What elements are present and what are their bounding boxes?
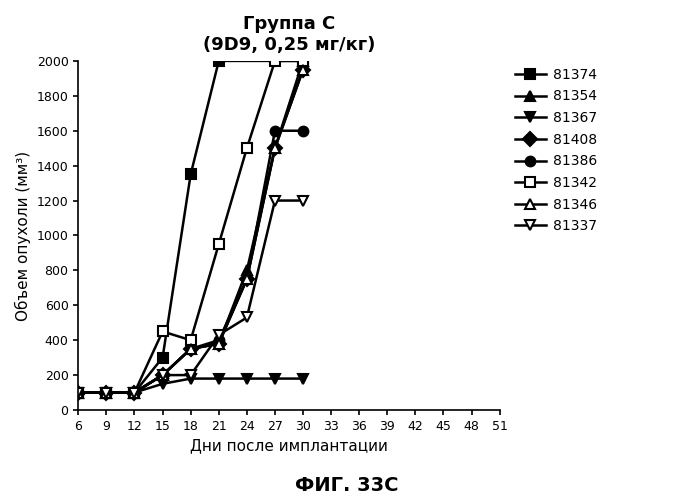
81367 — [102, 390, 110, 396]
81408 — [299, 66, 307, 72]
81346 — [243, 276, 251, 282]
81386 — [271, 128, 279, 134]
81367 — [187, 376, 195, 382]
Line: 81342: 81342 — [74, 56, 308, 398]
81337 — [130, 390, 139, 396]
81342 — [299, 58, 307, 64]
81408 — [187, 346, 195, 352]
81354 — [102, 390, 110, 396]
81342 — [271, 58, 279, 64]
81374 — [102, 390, 110, 396]
Line: 81386: 81386 — [74, 126, 308, 398]
Line: 81346: 81346 — [74, 65, 308, 398]
81367 — [74, 390, 83, 396]
81374 — [74, 390, 83, 396]
Line: 81367: 81367 — [74, 374, 308, 398]
81337 — [243, 314, 251, 320]
Text: ФИГ. 33С: ФИГ. 33С — [295, 476, 399, 495]
81342 — [243, 145, 251, 151]
81337 — [299, 198, 307, 203]
81342 — [187, 337, 195, 343]
81386 — [214, 337, 223, 343]
81342 — [102, 390, 110, 396]
Line: 81354: 81354 — [74, 56, 308, 398]
81374 — [299, 58, 307, 64]
81367 — [243, 376, 251, 382]
81367 — [271, 376, 279, 382]
81386 — [130, 390, 139, 396]
Y-axis label: Объем опухоли (мм³): Объем опухоли (мм³) — [15, 150, 31, 320]
81346 — [271, 145, 279, 151]
81354 — [187, 346, 195, 352]
81346 — [158, 372, 167, 378]
81342 — [214, 241, 223, 247]
81374 — [214, 58, 223, 64]
Line: 81374: 81374 — [74, 56, 308, 398]
81386 — [243, 276, 251, 282]
X-axis label: Дни после имплантации: Дни после имплантации — [190, 438, 388, 454]
81374 — [187, 172, 195, 177]
81367 — [214, 376, 223, 382]
81408 — [130, 390, 139, 396]
Title: Группа С
(9D9, 0,25 мг/кг): Группа С (9D9, 0,25 мг/кг) — [203, 15, 375, 54]
81408 — [102, 390, 110, 396]
81386 — [74, 390, 83, 396]
81346 — [299, 66, 307, 72]
81374 — [158, 354, 167, 360]
81346 — [74, 390, 83, 396]
81337 — [214, 332, 223, 338]
81354 — [74, 390, 83, 396]
81367 — [130, 390, 139, 396]
81386 — [102, 390, 110, 396]
81354 — [243, 268, 251, 274]
81346 — [102, 390, 110, 396]
81386 — [187, 346, 195, 352]
81408 — [74, 390, 83, 396]
81408 — [158, 372, 167, 378]
81408 — [271, 145, 279, 151]
81346 — [187, 346, 195, 352]
81337 — [187, 372, 195, 378]
81342 — [74, 390, 83, 396]
81342 — [158, 328, 167, 334]
81337 — [74, 390, 83, 396]
81354 — [130, 390, 139, 396]
81346 — [130, 390, 139, 396]
81408 — [214, 340, 223, 346]
81386 — [299, 128, 307, 134]
81342 — [130, 390, 139, 396]
81386 — [158, 372, 167, 378]
81354 — [299, 58, 307, 64]
81346 — [214, 340, 223, 346]
81408 — [243, 276, 251, 282]
81337 — [102, 390, 110, 396]
81354 — [271, 145, 279, 151]
81367 — [299, 376, 307, 382]
Line: 81337: 81337 — [74, 196, 308, 398]
81354 — [214, 340, 223, 346]
81374 — [130, 390, 139, 396]
81337 — [271, 198, 279, 203]
81337 — [158, 372, 167, 378]
Legend: 81374, 81354, 81367, 81408, 81386, 81342, 81346, 81337: 81374, 81354, 81367, 81408, 81386, 81342… — [515, 68, 597, 234]
81354 — [158, 372, 167, 378]
Line: 81408: 81408 — [74, 65, 308, 398]
81367 — [158, 381, 167, 387]
